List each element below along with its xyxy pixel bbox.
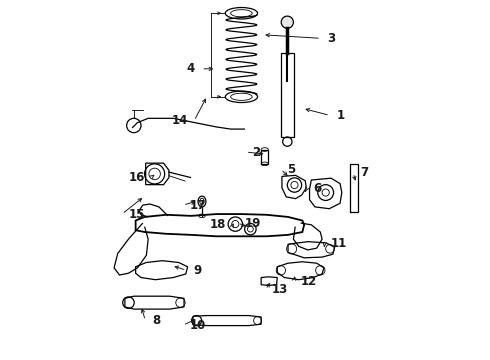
Text: 3: 3 <box>327 32 336 45</box>
Circle shape <box>281 16 294 28</box>
Text: 15: 15 <box>128 208 145 221</box>
Text: 19: 19 <box>245 216 261 230</box>
Text: 10: 10 <box>190 319 206 332</box>
Text: 5: 5 <box>287 163 295 176</box>
Text: 14: 14 <box>171 114 188 127</box>
Text: 7: 7 <box>360 166 368 179</box>
Text: 11: 11 <box>331 237 347 250</box>
Text: 6: 6 <box>313 182 321 195</box>
Text: 9: 9 <box>193 264 201 277</box>
Text: 16: 16 <box>128 171 145 184</box>
Text: 1: 1 <box>337 109 344 122</box>
Text: 4: 4 <box>187 62 195 75</box>
Text: 18: 18 <box>210 218 226 231</box>
Text: 2: 2 <box>252 145 260 158</box>
Text: 12: 12 <box>300 275 317 288</box>
Text: 13: 13 <box>272 283 288 296</box>
Text: 8: 8 <box>152 314 160 327</box>
Text: 17: 17 <box>190 199 206 212</box>
